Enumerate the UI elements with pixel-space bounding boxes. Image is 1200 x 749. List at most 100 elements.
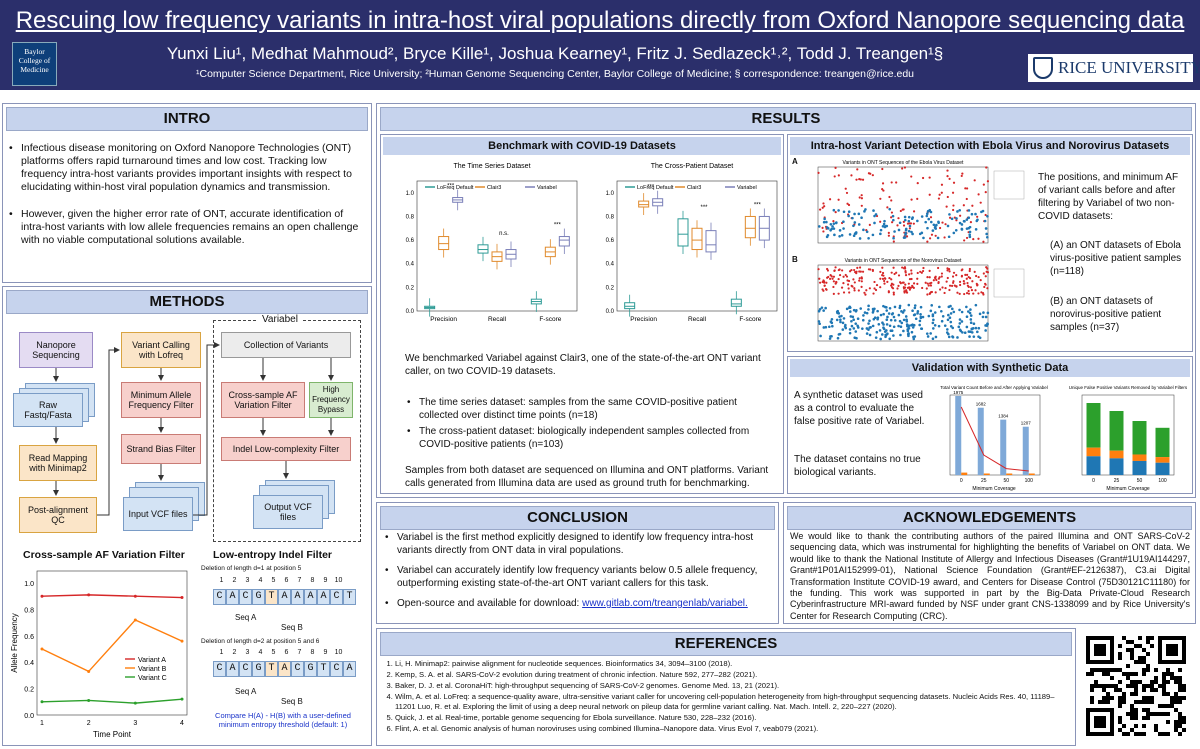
qr-module xyxy=(1146,712,1150,716)
scatter-point xyxy=(982,272,985,275)
scatter-point xyxy=(986,180,990,183)
scatter-point xyxy=(834,211,837,214)
qr-module xyxy=(1118,680,1122,684)
scatter-point xyxy=(896,224,899,227)
scatter-point xyxy=(946,175,949,178)
qr-module xyxy=(1182,696,1186,700)
qr-module xyxy=(1142,656,1146,660)
scatter-point xyxy=(817,320,821,323)
qr-module xyxy=(1126,712,1130,716)
scatter-point xyxy=(929,309,933,313)
scatter-point xyxy=(832,208,836,212)
scatter-point xyxy=(919,305,923,309)
scatter-point xyxy=(828,337,832,340)
norovirus-scatter-plot: Variants in ONT Sequences of the Norovir… xyxy=(817,258,1025,342)
synthetic-bar-chart-b: Unique False Positive Variants Removed b… xyxy=(1069,385,1188,492)
x-tick-label: 3 xyxy=(133,720,137,727)
qr-module xyxy=(1170,672,1174,676)
nucleotide-cell: C xyxy=(239,661,252,677)
qr-module xyxy=(1130,704,1134,708)
scatter-point xyxy=(970,331,974,334)
reference-item: Quick, J. et al. Real-time, portable gen… xyxy=(395,713,1071,723)
scatter-point xyxy=(867,304,870,308)
scatter-point xyxy=(970,212,974,216)
scatter-point xyxy=(882,274,885,277)
scatter-point xyxy=(919,315,923,319)
scatter-point xyxy=(842,317,846,320)
qr-module xyxy=(1178,724,1182,728)
scatter-point xyxy=(852,318,855,322)
scatter-point xyxy=(916,271,919,275)
scatter-point xyxy=(850,324,854,328)
scatter-point xyxy=(986,311,990,315)
nucleotide-cell: G xyxy=(304,661,317,677)
scatter-point xyxy=(830,334,833,338)
scatter-point xyxy=(852,327,856,330)
scatter-point xyxy=(893,230,896,233)
scatter-point xyxy=(832,292,835,295)
ebola-text: The positions, and minimum AF of variant… xyxy=(1038,172,1179,222)
panel-b-label: B xyxy=(792,255,798,264)
qr-module xyxy=(1122,672,1126,676)
scatter-point xyxy=(822,289,825,292)
data-label: 1207 xyxy=(1021,421,1032,426)
qr-module xyxy=(1094,684,1098,688)
data-point xyxy=(133,618,137,622)
data-point xyxy=(87,698,91,702)
indel-title: Low-entropy Indel Filter xyxy=(213,549,333,561)
position-label: 4 xyxy=(258,577,263,584)
mapping-box: Read Mapping with Minimap2 xyxy=(19,445,97,481)
scatter-point xyxy=(897,284,900,287)
qr-module xyxy=(1134,688,1138,692)
results-heading: RESULTS xyxy=(380,107,1192,131)
qr-module xyxy=(1090,684,1094,688)
scatter-point xyxy=(944,223,947,226)
qr-code[interactable] xyxy=(1086,632,1186,740)
scatter-point xyxy=(975,282,978,286)
series-line xyxy=(41,698,183,704)
scatter-point xyxy=(912,282,916,285)
scatter-point xyxy=(904,274,908,277)
scatter-point xyxy=(964,273,967,276)
scatter-point xyxy=(967,216,971,220)
scatter-point xyxy=(965,315,969,319)
qr-module xyxy=(1174,696,1178,700)
scatter-point xyxy=(865,289,868,292)
x-tick-label: 25 xyxy=(1114,478,1120,484)
bar xyxy=(1022,426,1029,475)
scatter-point xyxy=(826,227,830,230)
scatter-point xyxy=(901,167,904,170)
scatter-point xyxy=(912,313,916,317)
nucleotide-cell: A xyxy=(304,589,317,605)
scatter-point xyxy=(892,293,895,296)
scatter-point xyxy=(900,321,904,325)
scatter-point xyxy=(926,293,929,296)
qr-module xyxy=(1150,680,1154,684)
qr-module xyxy=(1110,668,1114,672)
scatter-point xyxy=(828,277,832,280)
nucleotide-cell: T xyxy=(265,661,278,677)
scatter-point xyxy=(847,287,850,290)
series-line xyxy=(41,594,183,599)
scatter-point xyxy=(904,271,907,274)
scatter-point xyxy=(890,271,893,274)
scatter-point xyxy=(948,213,951,216)
qr-module xyxy=(1106,668,1110,672)
qr-module xyxy=(1110,676,1114,680)
scatter-point xyxy=(879,220,882,223)
gitlab-link[interactable]: www.gitlab.com/treangenlab/variabel. xyxy=(582,598,748,609)
scatter-point xyxy=(902,236,906,239)
scatter-point xyxy=(876,317,879,321)
scatter-point xyxy=(818,277,821,280)
scatter-point xyxy=(982,311,985,314)
scatter-point xyxy=(844,323,847,327)
scatter-point xyxy=(842,220,845,223)
chart-title: The Time Series Dataset xyxy=(453,163,530,170)
scatter-point xyxy=(958,308,961,312)
scatter-point xyxy=(951,191,955,194)
scatter-point xyxy=(965,236,969,240)
scatter-point xyxy=(948,177,951,181)
scatter-point xyxy=(845,307,849,311)
scatter-point xyxy=(842,275,845,278)
scatter-point xyxy=(912,337,916,341)
